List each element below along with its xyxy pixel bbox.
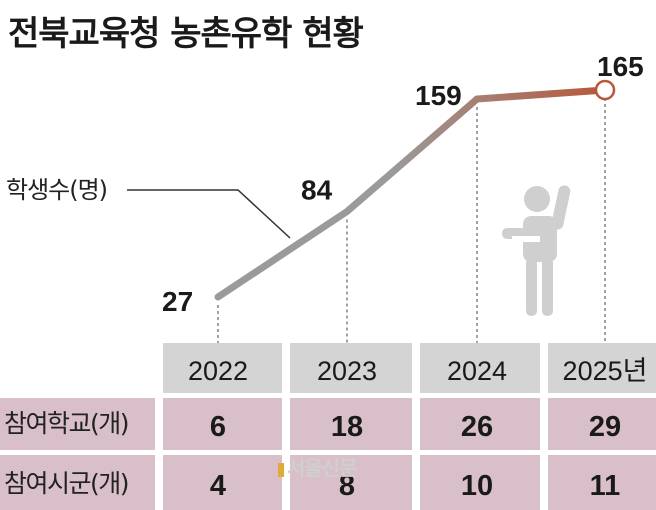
end-point-marker [594,79,616,101]
column-divider [155,343,163,510]
series-label: 학생수(명) [6,176,108,204]
table-cell-value: 6 [210,411,226,443]
series-leader-line [127,189,291,239]
column-divider [412,343,420,510]
person-raising-hand-icon [502,185,571,316]
row-label-schools: 참여학교(개) [4,409,130,438]
table-cell-value: 26 [461,411,493,443]
year-tick-label: 2023 [317,356,377,386]
data-label: 84 [301,175,333,206]
table-cell-value: 10 [461,470,493,502]
chart-title: 전북교육청 농촌유학 현황 [8,14,364,54]
year-tick-label: 2022 [188,356,248,386]
data-label: 159 [415,80,462,111]
table-cell-value: 11 [590,470,621,502]
year-tick-label: 2025년 [563,356,648,386]
column-divider [540,343,548,510]
column-divider [282,343,290,510]
table-cell-value: 4 [210,470,226,502]
watermark: 서울신문 [278,452,358,481]
table-cell-value: 8 [339,470,355,502]
row-label-districts: 참여시군(개) [4,469,130,498]
data-label: 165 [597,51,644,82]
data-label: 27 [162,286,193,317]
table-cell-value: 29 [589,411,621,443]
series-line [214,86,609,301]
year-header-band [160,343,656,393]
table-cell-value: 18 [331,411,363,443]
year-tick-label: 2024 [447,356,507,386]
